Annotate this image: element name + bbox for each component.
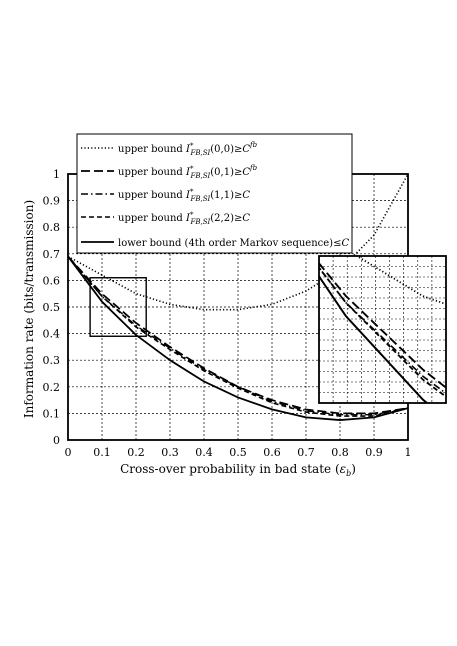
legend: upper bound I* FB,SI(0,0)≥Cfb upper bound …: [76, 133, 353, 254]
y-tick-label: 1: [53, 168, 60, 181]
series-line-2: [67, 256, 409, 416]
x-tick-label: 1: [405, 446, 412, 459]
y-tick-label: 0.4: [43, 328, 61, 341]
inset-zoom: [318, 255, 447, 404]
legend-entry: upper bound I* FB,SI(0,0)≥Cfb: [118, 141, 258, 157]
inset-frame: [318, 255, 447, 404]
x-tick-label: 0.2: [127, 446, 145, 459]
inset-series-line-0: [355, 256, 446, 306]
x-axis-label: Cross-over probability in bad state (εb): [120, 462, 356, 478]
series-line-4: [67, 255, 409, 421]
series-line-1: [67, 255, 409, 415]
x-tick-label: 0.6: [263, 446, 281, 459]
y-tick-label: 0.8: [43, 221, 61, 234]
legend-box: [76, 133, 353, 254]
y-tick-label: 0.2: [43, 381, 61, 394]
y-tick-label: 0.6: [43, 274, 61, 287]
legend-entry: lower bound (4th order Markov sequence)≤…: [118, 238, 349, 249]
y-tick-label: 0.5: [43, 301, 61, 314]
x-tick-label: 0.4: [195, 446, 213, 459]
x-tick-label: 0.7: [297, 446, 315, 459]
x-tick-label: 0.5: [229, 446, 247, 459]
y-tick-label: 0.7: [43, 248, 61, 261]
series-line-3: [67, 255, 409, 417]
tick-labels: 0 0.1 0.2 0.3 0.4 0.5 0.6 0.7 0.8 0.9 1 0 0.1 0.2 0.3 0…: [43, 168, 412, 459]
x-tick-label: 0.3: [161, 446, 179, 459]
inset-grid: [319, 256, 446, 403]
legend-entry: upper bound I* FB,SI(2,2)≥C: [118, 211, 250, 226]
inset-background: [319, 256, 446, 403]
zoom-region-box: [89, 277, 147, 337]
x-tick-label: 0.8: [331, 446, 349, 459]
inset-series: [319, 256, 446, 403]
x-tick-label: 0.9: [365, 446, 383, 459]
y-tick-label: 0.1: [43, 407, 61, 420]
legend-entry: upper bound I* FB,SI(0,1)≥Cfb: [118, 164, 258, 180]
x-tick-label: 0: [65, 446, 72, 459]
y-tick-label: 0: [53, 434, 60, 447]
series-line-0: [67, 173, 409, 311]
x-tick-label: 0.1: [93, 446, 111, 459]
inset-series-line-4: [319, 274, 429, 403]
y-tick-label: 0.9: [43, 195, 61, 208]
y-axis-label: Information rate (bits/transmission): [22, 200, 36, 418]
series-layer: [67, 173, 409, 421]
y-tick-label: 0.3: [43, 354, 61, 367]
legend-entry: upper bound I* FB,SI(1,1)≥C: [118, 188, 250, 203]
